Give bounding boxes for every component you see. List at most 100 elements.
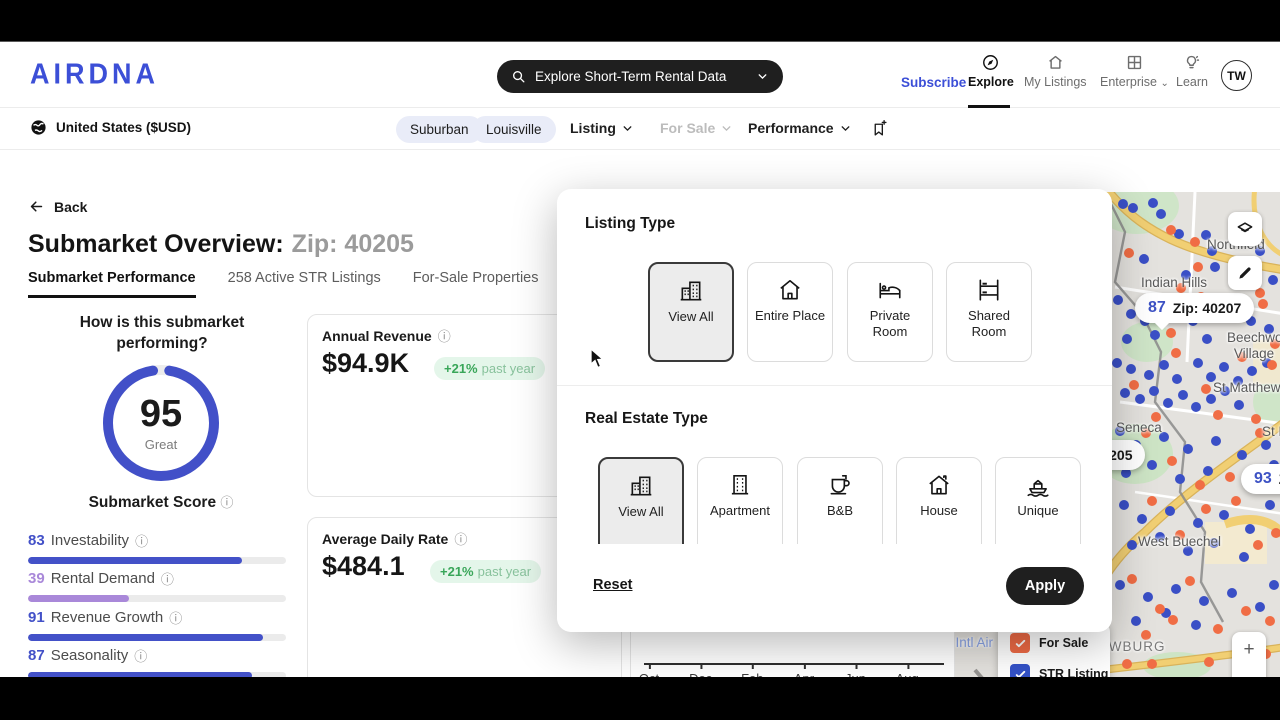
str-listing-marker[interactable] [1211, 436, 1221, 446]
airdna-logo[interactable]: AIRDNA [30, 58, 159, 90]
str-listing-marker[interactable] [1172, 374, 1182, 384]
for-sale-marker[interactable] [1225, 472, 1235, 482]
info-icon[interactable]: ⓘ [169, 611, 183, 626]
for-sale-marker[interactable] [1253, 540, 1263, 550]
str-listing-marker[interactable] [1120, 388, 1130, 398]
for-sale-marker[interactable] [1255, 428, 1265, 438]
for-sale-marker[interactable] [1176, 283, 1186, 293]
for-sale-marker[interactable] [1171, 348, 1181, 358]
str-listing-marker[interactable] [1127, 540, 1137, 550]
for-sale-marker[interactable] [1168, 615, 1178, 625]
str-listing-marker[interactable] [1149, 386, 1159, 396]
str-listing-marker[interactable] [1193, 358, 1203, 368]
str-listing-marker[interactable] [1247, 366, 1257, 376]
info-icon[interactable]: ⓘ [160, 572, 174, 587]
str-listing-marker[interactable] [1115, 426, 1125, 436]
apply-button[interactable]: Apply [1006, 567, 1084, 605]
info-icon[interactable]: ⓘ [220, 495, 234, 510]
map-layers-button[interactable] [1228, 212, 1262, 246]
for-sale-marker[interactable] [1193, 262, 1203, 272]
str-listing-marker[interactable] [1255, 246, 1265, 256]
str-listing-marker[interactable] [1126, 364, 1136, 374]
str-listing-marker[interactable] [1264, 324, 1274, 334]
for-sale-marker[interactable] [1267, 360, 1277, 370]
str-listing-marker[interactable] [1233, 376, 1243, 386]
zoom-out-button[interactable]: − [1232, 667, 1266, 678]
str-listing-marker[interactable] [1183, 444, 1193, 454]
back-button[interactable]: Back [28, 198, 87, 215]
map-draw-button[interactable] [1228, 256, 1262, 290]
str-listing-marker[interactable] [1175, 474, 1185, 484]
for-sale-marker[interactable] [1237, 352, 1247, 362]
str-listing-marker[interactable] [1165, 506, 1175, 516]
global-search-button[interactable]: Explore Short-Term Rental Data [497, 60, 783, 93]
str-listing-marker[interactable] [1181, 270, 1191, 280]
for-sale-marker[interactable] [1241, 606, 1251, 616]
for-sale-marker[interactable] [1201, 384, 1211, 394]
str-listing-marker[interactable] [1144, 370, 1154, 380]
str-listing-marker[interactable] [1121, 468, 1131, 478]
str-listing-marker[interactable] [1119, 500, 1129, 510]
tab-submarket-performance[interactable]: Submarket Performance [28, 270, 196, 298]
str-listing-marker[interactable] [1255, 602, 1265, 612]
nav-explore[interactable]: Explore [968, 53, 1014, 89]
for-sale-checkbox-row[interactable]: For Sale [1010, 633, 1088, 653]
user-avatar[interactable]: TW [1221, 60, 1252, 91]
info-icon[interactable]: ⓘ [454, 532, 468, 547]
str-listing-marker[interactable] [1246, 316, 1256, 326]
str-listing-marker[interactable] [1118, 199, 1128, 209]
for-sale-marker[interactable] [1195, 480, 1205, 490]
str-listing-marker[interactable] [1143, 592, 1153, 602]
for-sale-marker[interactable] [1167, 456, 1177, 466]
for-sale-marker[interactable] [1147, 659, 1157, 669]
map-pill-zip-93[interactable]: 93 Zip: [1241, 464, 1280, 494]
str-listing-marker[interactable] [1115, 580, 1125, 590]
map-pill-zip-40207[interactable]: 87 Zip: 40207 [1135, 293, 1255, 323]
region-selector[interactable]: United States ($USD) [30, 119, 191, 136]
str-listing-marker[interactable] [1163, 398, 1173, 408]
map-canvas[interactable]: Northfield Indian Hills Beechwood Villag… [955, 192, 1280, 677]
for-sale-marker[interactable] [1155, 604, 1165, 614]
for-sale-marker[interactable] [1151, 412, 1161, 422]
info-icon[interactable]: ⓘ [134, 649, 148, 664]
tab-active-str-listings[interactable]: 258 Active STR Listings [227, 270, 381, 286]
str-listing-marker[interactable] [1210, 262, 1220, 272]
for-sale-marker[interactable] [1166, 225, 1176, 235]
for-sale-marker[interactable] [1271, 528, 1280, 538]
str-listing-marker[interactable] [1193, 518, 1203, 528]
str-listing-marker[interactable] [1174, 229, 1184, 239]
str-listing-marker[interactable] [1113, 295, 1123, 305]
real-estate-view-all[interactable]: View All [598, 457, 684, 557]
str-listing-marker[interactable] [1135, 394, 1145, 404]
str-listing-marker[interactable] [1155, 532, 1165, 542]
for-sale-marker[interactable] [1190, 237, 1200, 247]
listing-type-view-all[interactable]: View All [648, 262, 734, 362]
for-sale-marker[interactable] [1201, 504, 1211, 514]
str-listing-marker[interactable] [1268, 275, 1278, 285]
listing-type-private-room[interactable]: Private Room [847, 262, 933, 362]
for-sale-marker[interactable] [1265, 616, 1275, 626]
str-listing-marker[interactable] [1237, 450, 1247, 460]
str-listing-marker[interactable] [1209, 538, 1219, 548]
str-listing-marker[interactable] [1199, 596, 1209, 606]
str-listing-marker[interactable] [1137, 514, 1147, 524]
info-icon[interactable]: ⓘ [135, 534, 149, 549]
real-estate-bnb[interactable]: B&B [797, 457, 883, 557]
tab-for-sale-properties[interactable]: For-Sale Properties [412, 270, 539, 286]
str-listing-marker[interactable] [1219, 510, 1229, 520]
info-icon[interactable]: ⓘ [437, 329, 451, 344]
str-listing-marker[interactable] [1147, 460, 1157, 470]
str-listing-marker[interactable] [1261, 440, 1271, 450]
str-listing-marker[interactable] [1131, 616, 1141, 626]
for-sale-marker[interactable] [1166, 328, 1176, 338]
str-listing-marker[interactable] [1128, 203, 1138, 213]
for-sale-marker[interactable] [1231, 496, 1241, 506]
str-listing-marker[interactable] [1245, 524, 1255, 534]
str-listing-marker[interactable] [1220, 386, 1230, 396]
real-estate-apartment[interactable]: Apartment [697, 457, 783, 557]
for-sale-marker[interactable] [1185, 576, 1195, 586]
str-listing-marker[interactable] [1178, 390, 1188, 400]
nav-enterprise[interactable]: Enterprise ⌄ [1100, 53, 1169, 89]
str-listing-marker[interactable] [1126, 309, 1136, 319]
listing-type-entire-place[interactable]: Entire Place [747, 262, 833, 362]
